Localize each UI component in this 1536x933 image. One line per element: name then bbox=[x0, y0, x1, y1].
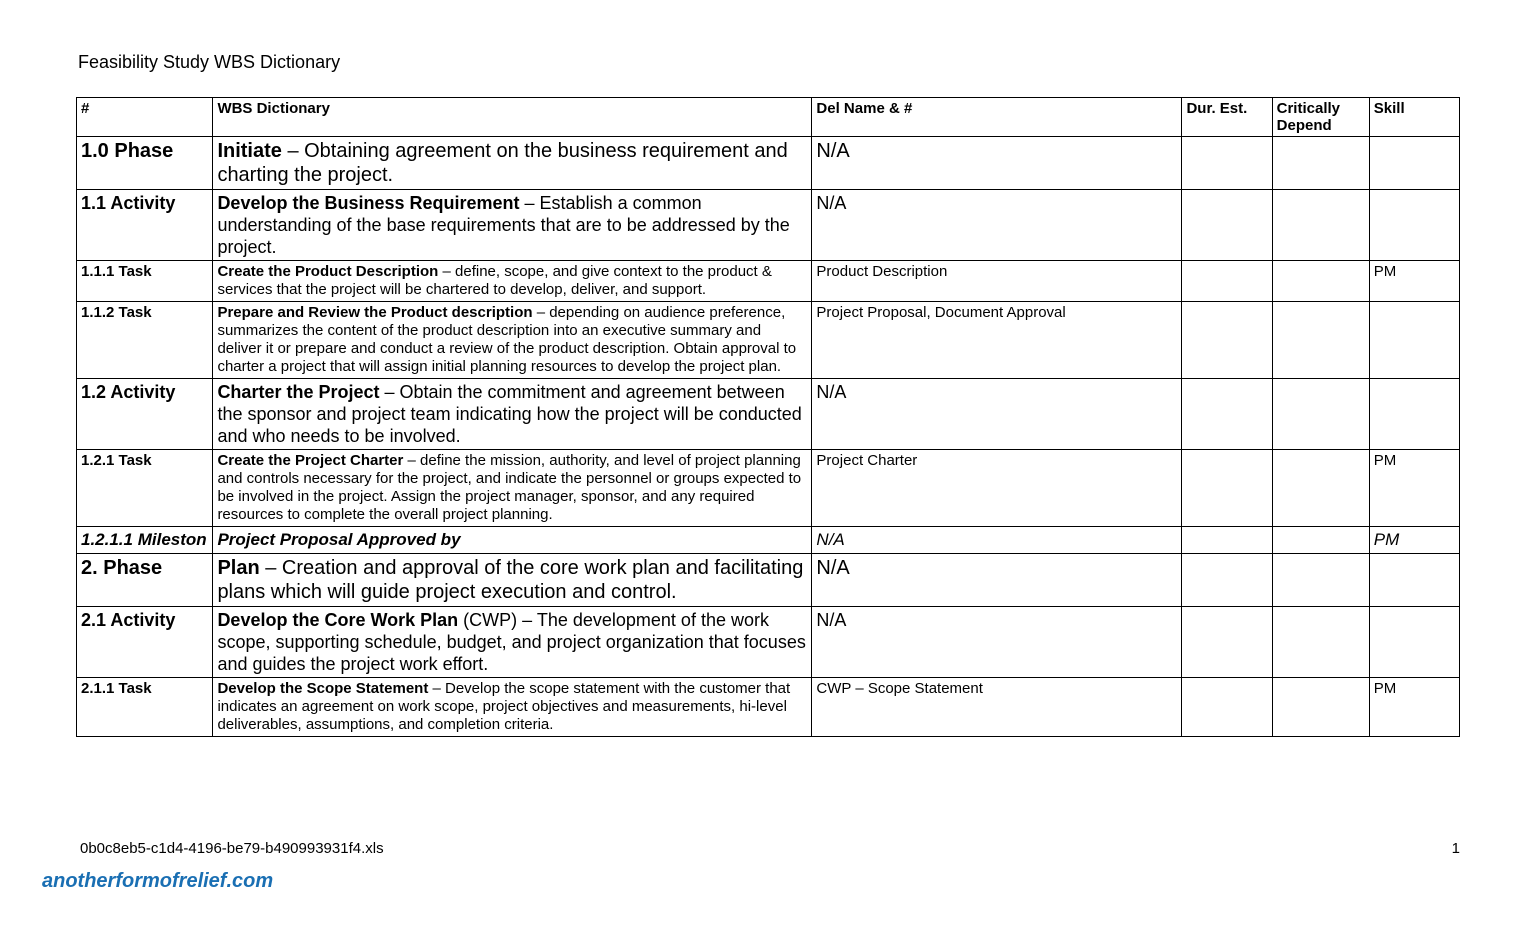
deliverable: CWP – Scope Statement bbox=[812, 678, 1182, 737]
critical-depend bbox=[1272, 137, 1369, 190]
critical-depend bbox=[1272, 678, 1369, 737]
wbs-description-title: Create the Project Charter bbox=[217, 452, 403, 469]
col-header-num: # bbox=[77, 98, 213, 137]
duration-estimate bbox=[1182, 261, 1272, 302]
wbs-description-title: Develop the Scope Statement bbox=[217, 680, 428, 697]
deliverable: Product Description bbox=[812, 261, 1182, 302]
wbs-description-title: Develop the Core Work Plan bbox=[217, 610, 458, 630]
wbs-description: Charter the Project – Obtain the commitm… bbox=[213, 379, 812, 450]
wbs-description-body: – Creation and approval of the core work… bbox=[217, 557, 803, 603]
wbs-description-title: Create the Product Description bbox=[217, 263, 438, 280]
table-row: 2. PhasePlan – Creation and approval of … bbox=[77, 554, 1460, 607]
table-row: 2.1 ActivityDevelop the Core Work Plan (… bbox=[77, 607, 1460, 678]
table-row: 1.0 PhaseInitiate – Obtaining agreement … bbox=[77, 137, 1460, 190]
wbs-number: 2.1.1 Task bbox=[77, 678, 213, 737]
critical-depend bbox=[1272, 379, 1369, 450]
table-row: 1.1.2 TaskPrepare and Review the Product… bbox=[77, 302, 1460, 379]
wbs-description: Develop the Business Requirement – Estab… bbox=[213, 190, 812, 261]
footer-filename: 0b0c8eb5-c1d4-4196-be79-b490993931f4.xls bbox=[80, 840, 384, 857]
critical-depend bbox=[1272, 607, 1369, 678]
critical-depend bbox=[1272, 261, 1369, 302]
skill: PM bbox=[1369, 678, 1459, 737]
wbs-description: Initiate – Obtaining agreement on the bu… bbox=[213, 137, 812, 190]
skill bbox=[1369, 137, 1459, 190]
wbs-description: Develop the Scope Statement – Develop th… bbox=[213, 678, 812, 737]
page-title: Feasibility Study WBS Dictionary bbox=[78, 52, 1460, 73]
col-header-del: Del Name & # bbox=[812, 98, 1182, 137]
col-header-skill: Skill bbox=[1369, 98, 1459, 137]
duration-estimate bbox=[1182, 137, 1272, 190]
wbs-number: 2.1 Activity bbox=[77, 607, 213, 678]
wbs-number: 1.1.2 Task bbox=[77, 302, 213, 379]
wbs-number: 1.2.1 Task bbox=[77, 450, 213, 527]
skill: PM bbox=[1369, 527, 1459, 554]
wbs-number: 1.2 Activity bbox=[77, 379, 213, 450]
table-row: 2.1.1 TaskDevelop the Scope Statement – … bbox=[77, 678, 1460, 737]
wbs-description-title: Project Proposal Approved by bbox=[217, 530, 460, 549]
deliverable: N/A bbox=[812, 527, 1182, 554]
wbs-number: 2. Phase bbox=[77, 554, 213, 607]
critical-depend bbox=[1272, 302, 1369, 379]
duration-estimate bbox=[1182, 554, 1272, 607]
wbs-description-body: – Obtaining agreement on the business re… bbox=[217, 140, 787, 186]
skill bbox=[1369, 379, 1459, 450]
wbs-description: Prepare and Review the Product descripti… bbox=[213, 302, 812, 379]
wbs-description-title: Initiate bbox=[217, 140, 281, 162]
duration-estimate bbox=[1182, 678, 1272, 737]
wbs-description: Create the Project Charter – define the … bbox=[213, 450, 812, 527]
wbs-description: Develop the Core Work Plan (CWP) – The d… bbox=[213, 607, 812, 678]
col-header-dict: WBS Dictionary bbox=[213, 98, 812, 137]
deliverable: N/A bbox=[812, 137, 1182, 190]
wbs-description-title: Charter the Project bbox=[217, 382, 379, 402]
skill bbox=[1369, 554, 1459, 607]
duration-estimate bbox=[1182, 450, 1272, 527]
table-row: 1.2 ActivityCharter the Project – Obtain… bbox=[77, 379, 1460, 450]
footer-page-number: 1 bbox=[1452, 840, 1460, 857]
critical-depend bbox=[1272, 527, 1369, 554]
table-row: 1.1.1 TaskCreate the Product Description… bbox=[77, 261, 1460, 302]
skill: PM bbox=[1369, 261, 1459, 302]
deliverable: Project Proposal, Document Approval bbox=[812, 302, 1182, 379]
deliverable: N/A bbox=[812, 554, 1182, 607]
deliverable: N/A bbox=[812, 190, 1182, 261]
duration-estimate bbox=[1182, 607, 1272, 678]
source-watermark: anotherformofrelief.com bbox=[42, 870, 273, 893]
critical-depend bbox=[1272, 554, 1369, 607]
col-header-dep: Critically Depend bbox=[1272, 98, 1369, 137]
wbs-description: Create the Product Description – define,… bbox=[213, 261, 812, 302]
table-row: 1.2.1.1 MilestonProject Proposal Approve… bbox=[77, 527, 1460, 554]
wbs-description-title: Prepare and Review the Product descripti… bbox=[217, 304, 532, 321]
table-header-row: # WBS Dictionary Del Name & # Dur. Est. … bbox=[77, 98, 1460, 137]
critical-depend bbox=[1272, 450, 1369, 527]
duration-estimate bbox=[1182, 379, 1272, 450]
table-row: 1.1 ActivityDevelop the Business Require… bbox=[77, 190, 1460, 261]
skill bbox=[1369, 302, 1459, 379]
wbs-number: 1.2.1.1 Mileston bbox=[77, 527, 213, 554]
duration-estimate bbox=[1182, 190, 1272, 261]
wbs-table: # WBS Dictionary Del Name & # Dur. Est. … bbox=[76, 97, 1460, 737]
critical-depend bbox=[1272, 190, 1369, 261]
wbs-number: 1.1 Activity bbox=[77, 190, 213, 261]
deliverable: N/A bbox=[812, 379, 1182, 450]
duration-estimate bbox=[1182, 527, 1272, 554]
skill bbox=[1369, 607, 1459, 678]
wbs-description: Plan – Creation and approval of the core… bbox=[213, 554, 812, 607]
wbs-number: 1.0 Phase bbox=[77, 137, 213, 190]
wbs-description-title: Develop the Business Requirement bbox=[217, 193, 519, 213]
col-header-dur: Dur. Est. bbox=[1182, 98, 1272, 137]
wbs-description-title: Plan bbox=[217, 557, 259, 579]
wbs-description: Project Proposal Approved by bbox=[213, 527, 812, 554]
page-footer: 0b0c8eb5-c1d4-4196-be79-b490993931f4.xls… bbox=[80, 840, 1460, 857]
table-row: 1.2.1 TaskCreate the Project Charter – d… bbox=[77, 450, 1460, 527]
skill: PM bbox=[1369, 450, 1459, 527]
deliverable: N/A bbox=[812, 607, 1182, 678]
deliverable: Project Charter bbox=[812, 450, 1182, 527]
wbs-number: 1.1.1 Task bbox=[77, 261, 213, 302]
duration-estimate bbox=[1182, 302, 1272, 379]
skill bbox=[1369, 190, 1459, 261]
